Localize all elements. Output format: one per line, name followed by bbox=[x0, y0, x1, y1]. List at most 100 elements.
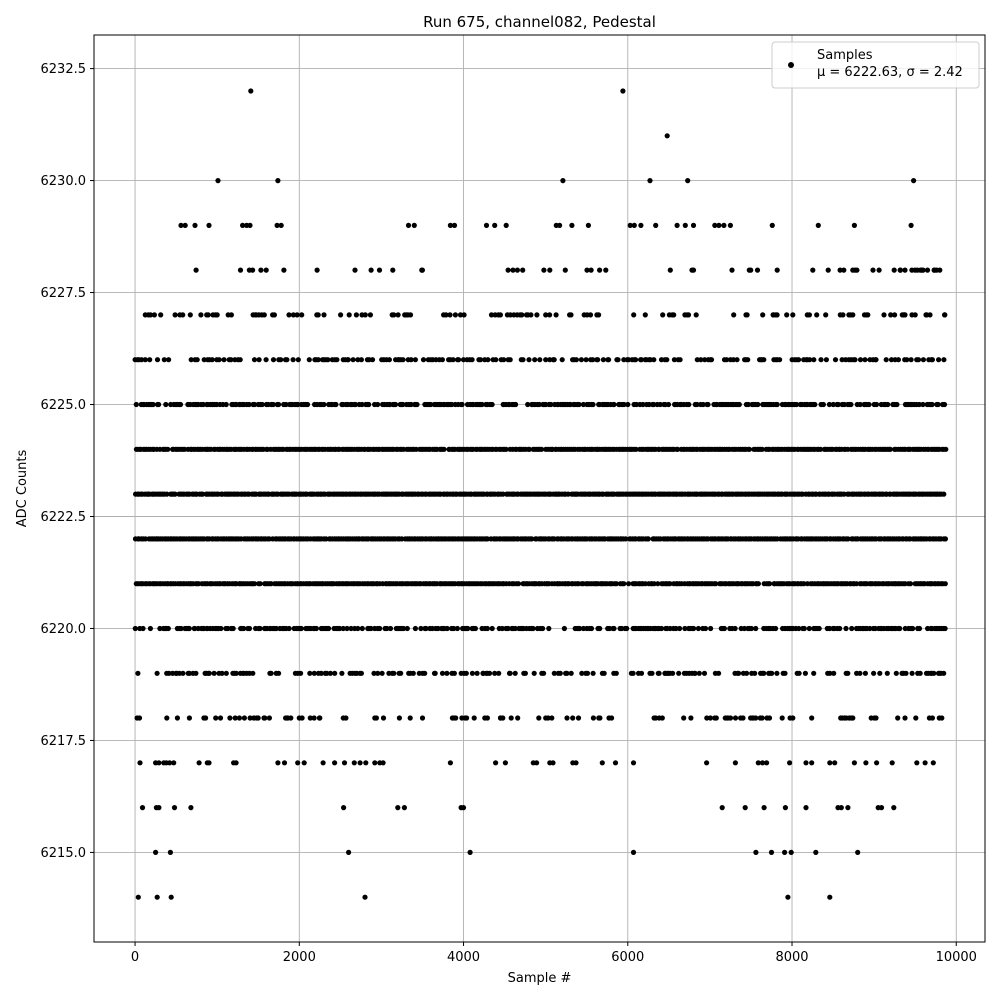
sample-point bbox=[233, 670, 239, 676]
sample-point bbox=[137, 760, 143, 766]
sample-point bbox=[657, 401, 663, 408]
sample-point bbox=[258, 267, 264, 273]
sample-point bbox=[837, 625, 843, 632]
sample-point bbox=[295, 357, 301, 363]
y-tick-label: 6230.0 bbox=[41, 174, 87, 189]
sample-point bbox=[499, 625, 505, 632]
sample-point bbox=[690, 267, 697, 273]
sample-point bbox=[590, 357, 596, 363]
sample-point bbox=[459, 715, 465, 721]
sample-point bbox=[583, 357, 589, 363]
sample-point bbox=[543, 715, 549, 721]
sample-point bbox=[874, 760, 880, 766]
sample-point bbox=[779, 715, 785, 721]
sample-point bbox=[811, 670, 817, 676]
sample-point bbox=[787, 760, 793, 766]
sample-point bbox=[447, 760, 453, 766]
sample-point bbox=[461, 312, 467, 318]
sample-point bbox=[642, 312, 648, 318]
sample-point bbox=[163, 401, 169, 408]
sample-point bbox=[651, 357, 657, 363]
sample-point bbox=[469, 670, 475, 676]
sample-point bbox=[843, 625, 849, 632]
sample-point bbox=[845, 536, 851, 542]
sample-point bbox=[376, 267, 383, 273]
sample-point bbox=[536, 401, 542, 408]
sample-point bbox=[716, 670, 722, 676]
sample-point bbox=[704, 715, 710, 721]
sample-point bbox=[218, 625, 224, 632]
sample-point bbox=[320, 760, 326, 766]
sample-point bbox=[255, 715, 261, 721]
sample-point bbox=[588, 625, 595, 632]
sample-point bbox=[358, 670, 364, 676]
sample-point bbox=[665, 401, 672, 408]
sample-point bbox=[688, 715, 694, 721]
legend-marker bbox=[788, 62, 794, 68]
sample-point bbox=[263, 357, 269, 363]
sample-point bbox=[734, 357, 740, 363]
sample-point bbox=[158, 312, 164, 318]
sample-point bbox=[334, 357, 340, 363]
sample-point bbox=[324, 670, 330, 676]
grid bbox=[94, 35, 985, 942]
sample-point bbox=[826, 401, 833, 408]
sample-point bbox=[845, 670, 851, 676]
sample-point bbox=[520, 357, 526, 363]
sample-point bbox=[561, 625, 568, 632]
sample-point bbox=[736, 670, 742, 676]
sample-point bbox=[579, 670, 585, 676]
sample-point bbox=[526, 446, 532, 452]
sample-point bbox=[941, 357, 947, 363]
sample-point bbox=[391, 312, 397, 318]
sample-point bbox=[194, 357, 200, 363]
sample-point bbox=[283, 401, 289, 408]
sample-point bbox=[769, 670, 775, 676]
sample-point bbox=[700, 401, 706, 408]
sample-point bbox=[570, 715, 576, 721]
sample-point bbox=[701, 670, 708, 676]
sample-point bbox=[420, 357, 427, 363]
sample-point bbox=[748, 625, 755, 632]
sample-point bbox=[450, 357, 456, 363]
sample-point bbox=[708, 357, 715, 363]
sample-point bbox=[685, 312, 692, 318]
sample-point bbox=[817, 446, 824, 452]
sample-point bbox=[770, 312, 776, 318]
sample-point bbox=[685, 178, 691, 184]
sample-point bbox=[505, 267, 511, 273]
sample-point bbox=[317, 715, 323, 721]
sample-point bbox=[578, 357, 585, 363]
sample-point bbox=[408, 401, 414, 408]
sample-point bbox=[782, 849, 788, 856]
sample-point bbox=[782, 670, 788, 676]
sample-point bbox=[352, 267, 358, 273]
sample-point bbox=[774, 670, 780, 676]
sample-point bbox=[192, 222, 198, 228]
sample-point bbox=[295, 401, 301, 408]
sample-point bbox=[840, 312, 846, 318]
sample-point bbox=[597, 625, 603, 632]
sample-point bbox=[246, 401, 252, 408]
sample-point bbox=[894, 401, 900, 408]
sample-point bbox=[565, 491, 571, 497]
sample-point bbox=[285, 715, 291, 721]
sample-point bbox=[332, 760, 338, 766]
sample-point bbox=[812, 401, 818, 408]
sample-point bbox=[651, 581, 657, 587]
sample-point bbox=[515, 581, 522, 587]
sample-point bbox=[140, 625, 146, 632]
sample-point bbox=[590, 715, 597, 721]
sample-point bbox=[497, 715, 504, 721]
sample-point bbox=[569, 222, 575, 228]
sample-point bbox=[171, 805, 178, 811]
sample-point bbox=[603, 267, 609, 273]
sample-point bbox=[483, 222, 490, 228]
sample-point bbox=[451, 670, 457, 676]
sample-point bbox=[294, 312, 300, 318]
sample-point bbox=[274, 222, 280, 228]
sample-point bbox=[484, 536, 490, 542]
sample-point bbox=[492, 670, 498, 676]
sample-point bbox=[180, 312, 186, 318]
sample-point bbox=[647, 670, 653, 676]
